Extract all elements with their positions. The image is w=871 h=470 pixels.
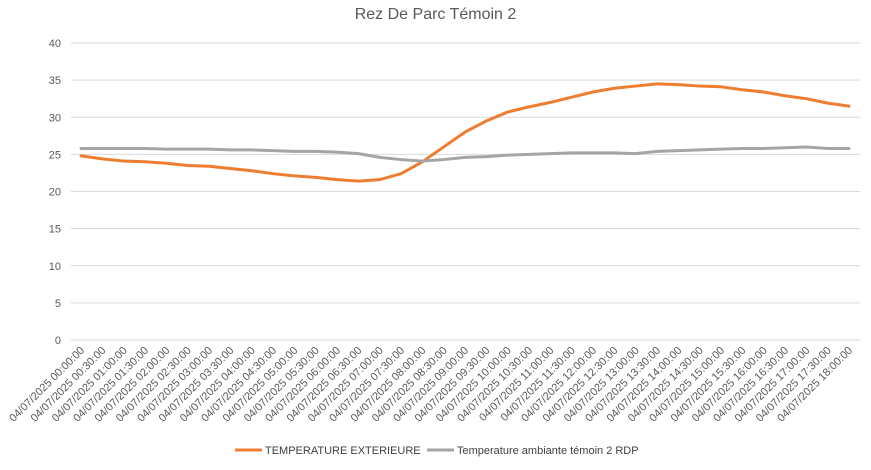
chart-title: Rez De Parc Témoin 2 bbox=[354, 6, 517, 23]
y-tick-label: 40 bbox=[49, 38, 61, 50]
y-tick-label: 25 bbox=[49, 149, 61, 161]
y-tick-label: 20 bbox=[49, 187, 61, 199]
legend-label-2: Temperature ambiante témoin 2 RDP bbox=[457, 445, 639, 457]
series-line-1 bbox=[79, 82, 851, 183]
y-tick-label: 5 bbox=[55, 298, 61, 310]
legend: TEMPERATURE EXTERIEURE Temperature ambian… bbox=[235, 445, 639, 457]
y-tick-label: 30 bbox=[49, 112, 61, 124]
y-axis-tick-labels: 0 5 10 15 20 25 30 35 40 bbox=[49, 38, 61, 347]
y-tick-label: 35 bbox=[49, 75, 61, 87]
y-tick-label: 15 bbox=[49, 224, 61, 236]
y-tick-label: 10 bbox=[49, 261, 61, 273]
y-tick-label: 0 bbox=[55, 335, 61, 347]
legend-label-1: TEMPERATURE EXTERIEURE bbox=[265, 445, 421, 457]
series-line-2 bbox=[79, 145, 851, 163]
series-lines bbox=[79, 82, 851, 183]
gridlines bbox=[71, 42, 860, 341]
